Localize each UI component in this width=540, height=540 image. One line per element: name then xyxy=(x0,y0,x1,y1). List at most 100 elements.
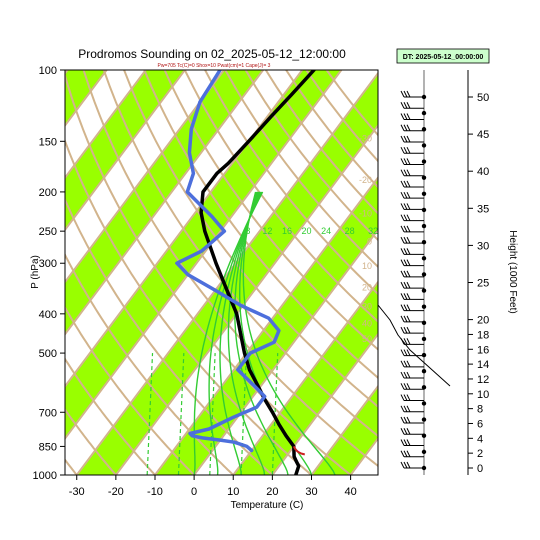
wind-barb-flag xyxy=(403,450,408,457)
wind-barb-flag xyxy=(400,315,405,323)
wind-barb-flag xyxy=(403,259,408,266)
height-dot xyxy=(421,288,427,293)
wind-barb-flag xyxy=(400,191,405,199)
dry-adiabat xyxy=(163,70,378,351)
height-axis-label: Height (1000 Feet) xyxy=(507,230,518,313)
dry-adiabat xyxy=(65,357,156,475)
dewpoint-profile xyxy=(175,70,281,453)
height-dot xyxy=(421,449,427,455)
mixing-ratio-label: 24 xyxy=(321,226,331,236)
height-tick-label: 14 xyxy=(477,359,489,371)
wind-barb-flag xyxy=(400,113,405,120)
y-tick-label: 500 xyxy=(39,348,57,360)
mixing-ratio-label: 28 xyxy=(345,226,355,236)
y-tick-label: 1000 xyxy=(33,470,57,482)
isotherm-line xyxy=(65,70,264,336)
wind-barb-flag xyxy=(406,349,411,356)
dry-adiabat xyxy=(143,70,378,380)
height-dot xyxy=(421,239,427,245)
mixing-ratio-line xyxy=(177,353,185,475)
dry-adiabat xyxy=(102,70,378,438)
height-dot xyxy=(421,207,427,213)
x-tick-label: 10 xyxy=(227,486,239,498)
isotherm-band xyxy=(65,70,185,230)
axes: -30 -20 -10 0 10 20 30 40 100 150 200 250 300 400 500 7… xyxy=(33,65,357,498)
height-dot xyxy=(421,369,427,374)
wind-barb-flag xyxy=(406,191,411,199)
wind-barb-flag xyxy=(403,180,408,188)
wind-barb-flag xyxy=(400,281,405,289)
moist-adiabat xyxy=(227,191,266,475)
dry-adiabat-label: 30 xyxy=(362,301,372,311)
wind-barb-flag xyxy=(403,405,408,413)
isotherm-line xyxy=(0,70,28,475)
wind-barb-flag xyxy=(406,371,411,379)
wind-barb-flag xyxy=(400,225,405,233)
wind-barb-flag xyxy=(400,428,405,435)
temperature-profile xyxy=(199,70,316,475)
height-tick-label: 12 xyxy=(477,374,489,386)
dry-adiabat-label: 50 xyxy=(362,334,372,344)
dry-adiabat xyxy=(224,70,378,269)
height-tick-label: 16 xyxy=(477,344,489,356)
isotherm-band xyxy=(65,70,107,126)
wind-barb-flag xyxy=(400,214,405,221)
height-tick-label: 10 xyxy=(477,389,489,401)
y-tick-label: 150 xyxy=(39,136,57,148)
height-dot xyxy=(421,256,427,261)
datetime-box: DT: 2025-05-12_00:00:00 xyxy=(396,48,490,64)
y-tick-label: 250 xyxy=(39,226,57,238)
height-dot xyxy=(421,159,427,164)
x-tick-label: -30 xyxy=(69,486,85,498)
wind-barb-flag xyxy=(403,158,408,165)
height-tick-label: 20 xyxy=(477,315,489,327)
wind-barb-flag xyxy=(406,113,411,120)
mixing-ratio-line xyxy=(146,353,154,475)
wind-barb-flag xyxy=(403,214,408,221)
isotherm-line xyxy=(271,332,378,475)
height-tick-label: 2 xyxy=(477,448,483,460)
mixing-ratio-line xyxy=(271,353,279,475)
wind-barb-flag xyxy=(400,349,405,356)
wind-barb-flag xyxy=(403,371,408,379)
height-dot xyxy=(421,143,427,148)
height-tick-label: 35 xyxy=(477,203,489,215)
wind-barb-flag xyxy=(403,326,408,334)
wind-barb-flag xyxy=(403,383,408,390)
wind-barb-flag xyxy=(400,293,405,300)
chart-title: Prodromos Sounding on 02_2025-05-12_12:0… xyxy=(78,47,346,61)
wind-barb-flag xyxy=(403,416,408,424)
wind-barb-flag xyxy=(403,124,408,131)
y-tick-label: 400 xyxy=(39,309,57,321)
wind-barb-flag xyxy=(406,180,411,188)
dry-adiabat xyxy=(244,70,378,242)
height-dot xyxy=(421,304,427,309)
wind-barb-flag xyxy=(406,405,411,413)
x-axis-label: Temperature (C) xyxy=(231,500,304,511)
wind-barb-flag xyxy=(403,102,408,109)
height-dot xyxy=(421,401,427,406)
height-dot xyxy=(421,94,427,100)
dry-adiabat xyxy=(204,70,378,296)
mixing-ratio-label: 16 xyxy=(282,226,292,236)
wind-barb-flag xyxy=(406,461,411,469)
wind-barb-flag xyxy=(400,203,405,210)
wind-barb-flag xyxy=(403,90,408,98)
wind-barb-flag xyxy=(403,169,408,176)
height-tick-label: 40 xyxy=(477,166,489,178)
dry-adiabat-label: -10 xyxy=(359,208,372,218)
height-dot xyxy=(421,433,427,438)
dry-adiabat xyxy=(65,305,195,475)
wind-barb-flag xyxy=(406,315,411,323)
mixing-ratio-label: 20 xyxy=(302,226,312,236)
dry-adiabat xyxy=(65,252,234,475)
wind-barb-flag xyxy=(400,439,405,446)
height-dot xyxy=(421,336,427,342)
wind-barb-flag xyxy=(403,315,408,323)
dry-adiabat xyxy=(65,138,313,475)
mixing-ratio-label: 8 xyxy=(245,226,250,236)
wind-barb-flag xyxy=(400,158,405,165)
wind-barb-panel: 0 2 4 6 8 10 12 14 16 18 20 25 30 35 40 45 50 xyxy=(377,70,489,475)
height-tick-label: 4 xyxy=(477,433,483,445)
